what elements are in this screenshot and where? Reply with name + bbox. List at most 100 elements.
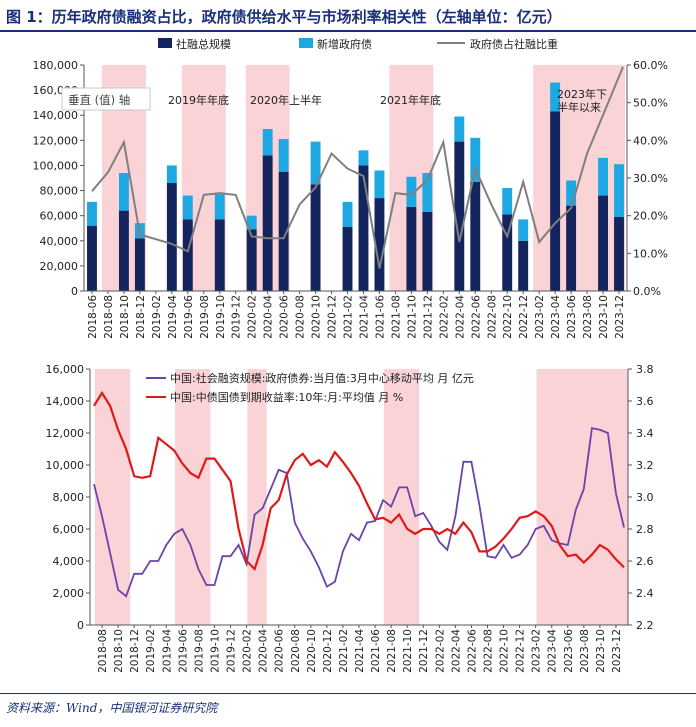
- bar-gov-2021-10: [406, 176, 417, 207]
- bar-gov-2021-06: [374, 170, 385, 199]
- bar-total-2018-06: [87, 225, 97, 291]
- left-y-tick-label: 80,000: [40, 185, 79, 198]
- x-tick-label: 2021-04: [354, 629, 366, 673]
- bar-gov-2022-06: [470, 137, 481, 182]
- bar-total-2018-10: [118, 210, 129, 291]
- x-tick-label: 2020-10: [311, 295, 323, 339]
- x-tick-label: 2019-04: [167, 295, 179, 339]
- x-tick-label: 2022-04: [454, 295, 466, 339]
- bar-total-2018-12: [134, 238, 145, 291]
- shade-band-2: [247, 369, 267, 625]
- x-tick-label: 2022-12: [518, 295, 530, 339]
- right-y-tick-label: 0.0%: [633, 285, 661, 298]
- source-rule: [0, 693, 696, 694]
- legend-label-gov: 新增政府债: [317, 37, 372, 51]
- x-tick-label: 2019-12: [226, 629, 238, 673]
- bar-total-2020-02: [246, 229, 257, 291]
- bar-gov-2019-06: [182, 195, 193, 220]
- shade-band-3: [383, 369, 420, 625]
- left-y-tick-label: 12,000: [46, 427, 85, 440]
- bar-gov-2018-10: [118, 172, 129, 211]
- x-tick-label: 2023-04: [550, 295, 562, 339]
- x-tick-label: 2021-06: [370, 629, 382, 673]
- x-tick-label: 2020-04: [258, 629, 270, 673]
- x-tick-label: 2021-10: [402, 629, 414, 673]
- x-tick-label: 2019-06: [183, 295, 195, 339]
- bar-total-2022-12: [518, 240, 529, 291]
- x-tick-label: 2020-02: [247, 295, 259, 339]
- bar-total-2021-12: [422, 211, 433, 291]
- chart-gov-bond-share: 0 20,000 40,000 60,000 80,000 100,000 120,000 1…: [33, 37, 668, 339]
- left-y-tick-label: 8,000: [53, 491, 85, 504]
- x-tick-label: 2020-06: [274, 629, 286, 673]
- right-y-tick-label: 50.0%: [633, 97, 668, 110]
- bar-gov-2020-10: [310, 141, 321, 185]
- bar-total-2021-04: [358, 165, 369, 291]
- x-tick-label: 2020-10: [306, 629, 318, 673]
- left-y-tick-label: 180,000: [33, 59, 79, 72]
- x-tick-label: 2023-12: [614, 295, 626, 339]
- left-y-tick-label: 4,000: [53, 555, 85, 568]
- bar-total-2021-10: [406, 206, 417, 291]
- shade-band-1: [175, 369, 211, 625]
- right-y-tick-label: 3.8: [636, 363, 654, 376]
- x-tick-label: 2022-06: [470, 295, 482, 339]
- x-tick-label: 2021-08: [386, 629, 398, 673]
- right-y-tick-label: 40.0%: [633, 134, 668, 147]
- bar-gov-2018-06: [87, 201, 97, 226]
- bar-total-2021-06: [374, 198, 385, 291]
- left-y-tick-label: 10,000: [46, 459, 85, 472]
- bar-total-2021-02: [342, 226, 353, 291]
- period-annotations: 2019年年底 2020年上半年 2021年年底 2023年下半年以来: [168, 87, 607, 114]
- bar-total-2020-06: [278, 171, 289, 291]
- x-tick-label: 2023-12: [611, 629, 623, 673]
- left-y-tick-label: 100,000: [33, 159, 79, 172]
- x-tick-label: 2021-12: [418, 629, 430, 673]
- bar-gov-2023-06: [566, 180, 577, 206]
- axes: [86, 368, 632, 628]
- bar-total-2020-04: [262, 155, 273, 291]
- bar-total-2023-12: [614, 216, 624, 291]
- legend: 中国:社会融资规模:政府债券:当月值:3月中心移动平均 月 亿元 中国:中债国债…: [146, 371, 474, 404]
- cutoff-text-line: [0, 719, 696, 727]
- bar-gov-2020-02: [246, 215, 257, 230]
- x-tick-label: 2022-04: [450, 629, 462, 673]
- bar-gov-2023-12: [614, 164, 624, 217]
- source-note: 资料来源：Wind，中国银河证券研究院: [6, 701, 218, 715]
- bar-gov-2019-10: [214, 194, 225, 220]
- left-y-tick-label: 16,000: [46, 363, 85, 376]
- x-tick-label: 2023-08: [582, 295, 594, 339]
- legend: 社融总规模 新增政府债 政府债占社融比重: [158, 37, 558, 51]
- left-y-tick-label: 120,000: [33, 134, 79, 147]
- chart-gov-bond-vs-yield: 0 2,000 4,000 6,000 8,000 10,000 12,000 14,000 1…: [46, 363, 654, 673]
- legend-label-10y-yield: 中国:中债国债到期收益率:10年:月:平均值 月 %: [170, 390, 403, 404]
- x-tick-label: 2021-02: [338, 629, 350, 673]
- legend-swatch-light-bar: [299, 38, 313, 48]
- x-tick-label: 2018-08: [97, 629, 109, 673]
- right-y-tick-labels: 0.0% 10.0% 20.0% 30.0% 40.0% 50.0% 60.0%: [633, 59, 668, 298]
- x-tick-label: 2019-12: [231, 295, 243, 339]
- bar-total-2020-10: [310, 184, 321, 291]
- shade-band-0: [94, 369, 131, 625]
- x-tick-label: 2019-06: [177, 629, 189, 673]
- right-y-tick-label: 3.2: [636, 459, 654, 472]
- bar-gov-2022-12: [518, 219, 529, 241]
- right-y-tick-label: 10.0%: [633, 247, 668, 260]
- x-tick-label: 2021-04: [358, 295, 370, 339]
- x-tick-label: 2022-10: [499, 629, 511, 673]
- axis-tooltip-text: 垂直 (值) 轴: [68, 93, 130, 107]
- gov-bond-financing-line: [93, 427, 625, 598]
- right-y-tick-label: 3.4: [636, 427, 654, 440]
- x-tick-label: 2021-02: [343, 295, 355, 339]
- x-tick-label: 2022-06: [466, 629, 478, 673]
- x-tick-label: 2018-08: [103, 295, 115, 339]
- x-tick-label: 2021-08: [390, 295, 402, 339]
- x-tick-label: 2018-10: [113, 629, 125, 673]
- legend-label-gov-bond-financing: 中国:社会融资规模:政府债券:当月值:3月中心移动平均 月 亿元: [170, 371, 474, 385]
- right-y-tick-label: 2.6: [636, 555, 654, 568]
- shade-band-4: [536, 369, 628, 625]
- ratio-line-path: [91, 66, 624, 269]
- x-tick-label: 2023-06: [566, 295, 578, 339]
- left-y-tick-label: 40,000: [40, 235, 79, 248]
- bar-series: [87, 82, 624, 291]
